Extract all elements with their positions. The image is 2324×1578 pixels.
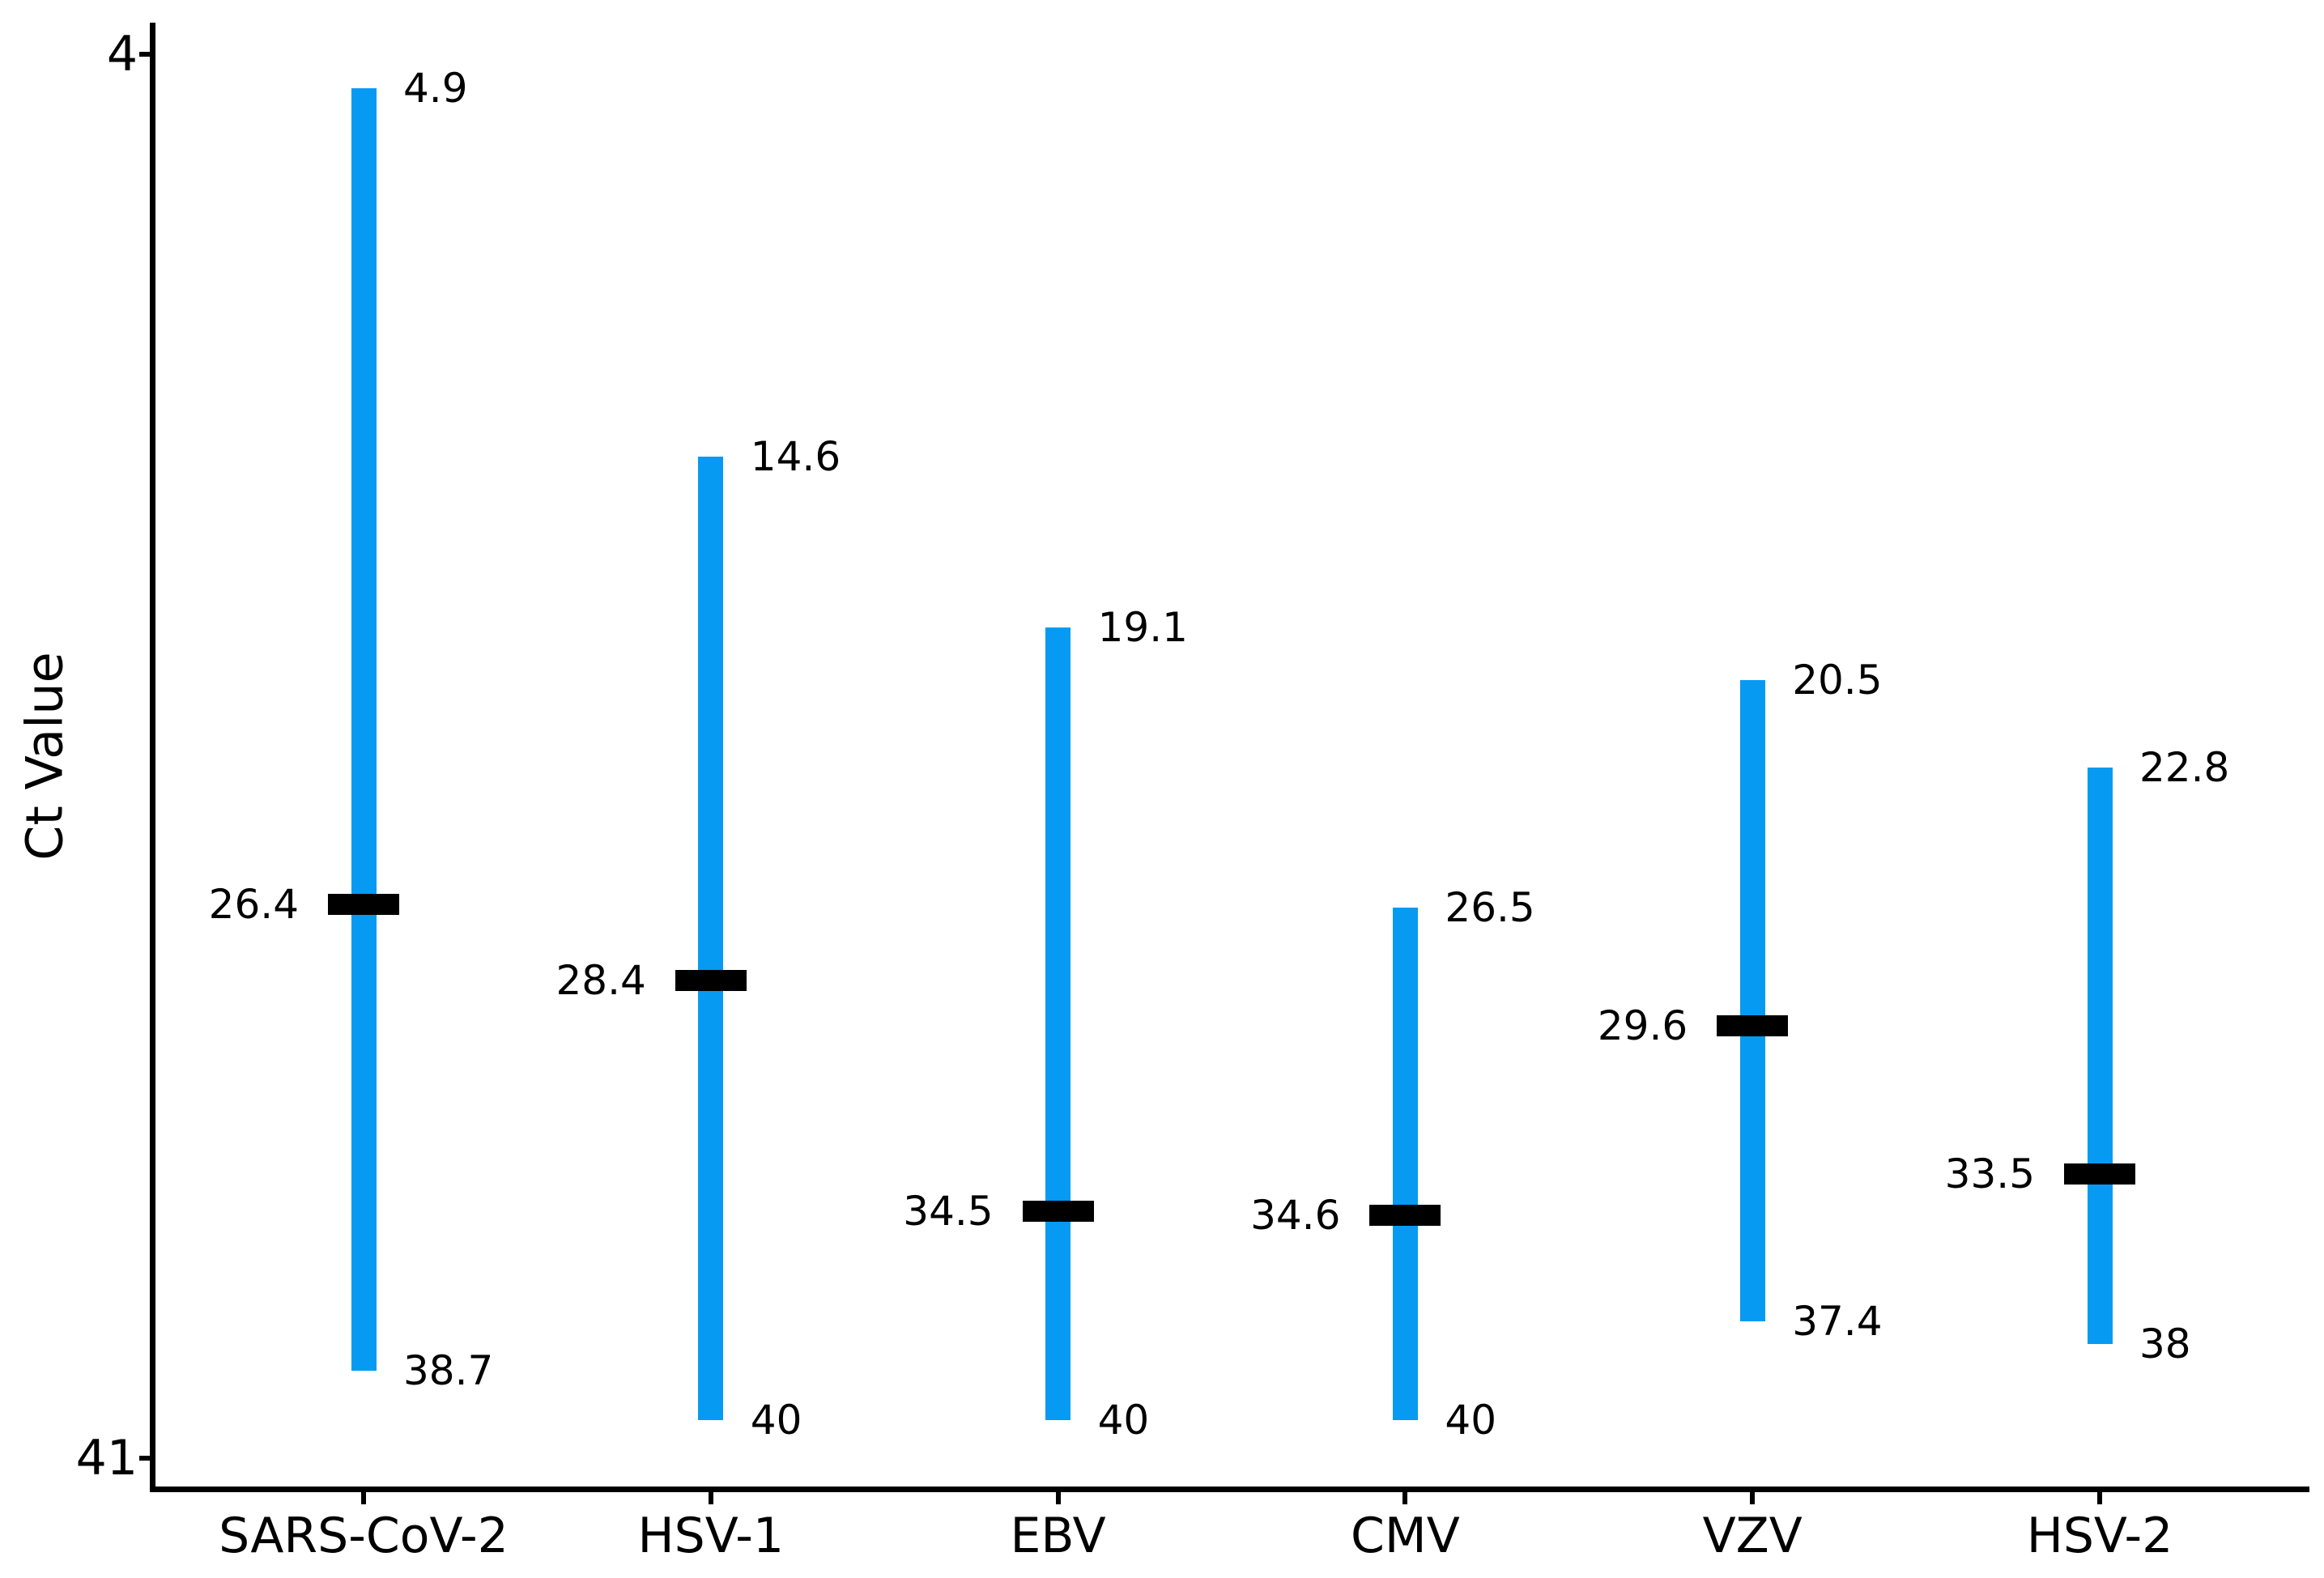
median-marker (328, 893, 399, 915)
median-value-label: 28.4 (555, 956, 646, 1004)
range-bar (2087, 768, 2113, 1345)
high-value-label: 38.7 (403, 1347, 494, 1395)
median-marker (1717, 1014, 1789, 1036)
x-tick-label: SARS-CoV-2 (219, 1508, 509, 1564)
low-value-label: 14.6 (750, 432, 841, 480)
median-marker (1022, 1201, 1094, 1223)
x-tick (1750, 1491, 1756, 1504)
median-marker (1369, 1205, 1441, 1227)
range-bar (351, 88, 377, 1372)
x-tick (2097, 1491, 2102, 1504)
median-marker (675, 969, 747, 991)
y-axis-title: Ct Value (15, 652, 74, 861)
median-value-label: 34.5 (903, 1188, 994, 1236)
low-value-label: 26.5 (1445, 884, 1535, 932)
median-value-label: 34.6 (1250, 1192, 1341, 1240)
median-value-label: 33.5 (1944, 1150, 2035, 1197)
x-tick-label: EBV (1010, 1508, 1106, 1564)
x-tick-label: HSV-2 (2026, 1508, 2173, 1564)
low-value-label: 22.8 (2139, 744, 2230, 792)
y-axis-line (150, 23, 155, 1492)
x-tick (1055, 1491, 1061, 1504)
x-tick-label: HSV-1 (637, 1508, 785, 1564)
high-value-label: 40 (750, 1397, 802, 1444)
median-value-label: 29.6 (1597, 1002, 1688, 1049)
low-value-label: 20.5 (1792, 657, 1883, 704)
low-value-label: 4.9 (403, 65, 468, 113)
x-tick (708, 1491, 713, 1504)
range-bar (698, 456, 724, 1421)
high-value-label: 40 (1445, 1397, 1497, 1444)
median-marker (2064, 1163, 2135, 1185)
range-bar (1739, 680, 1765, 1322)
x-tick-label: CMV (1351, 1508, 1460, 1564)
range-bar (1045, 627, 1071, 1421)
x-tick-label: VZV (1702, 1508, 1803, 1564)
x-axis-line (150, 1486, 2309, 1492)
y-tick-label: 4 (106, 26, 138, 83)
range-bar (1392, 908, 1418, 1421)
high-value-label: 40 (1097, 1397, 1150, 1444)
low-value-label: 19.1 (1097, 603, 1188, 651)
median-value-label: 26.4 (208, 880, 299, 928)
y-tick-label: 41 (75, 1430, 138, 1487)
x-tick (361, 1491, 366, 1504)
y-tick (139, 52, 150, 57)
high-value-label: 38 (2139, 1321, 2191, 1368)
x-tick (1402, 1491, 1408, 1504)
high-value-label: 37.4 (1792, 1298, 1883, 1346)
y-tick (139, 1456, 150, 1461)
